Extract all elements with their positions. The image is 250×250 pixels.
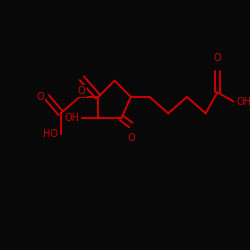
Text: O: O [78,86,86,97]
Text: O: O [78,86,86,97]
Text: O: O [37,92,44,102]
Text: HO: HO [44,129,59,139]
Text: O: O [214,53,221,63]
Text: O: O [37,92,44,102]
Text: HO: HO [44,129,59,139]
Text: OH: OH [236,97,250,107]
Text: O: O [214,53,221,63]
Text: OH: OH [64,113,80,123]
Text: OH: OH [236,97,250,107]
Text: OH: OH [64,113,80,123]
Text: O: O [127,133,135,143]
Text: O: O [127,133,135,143]
